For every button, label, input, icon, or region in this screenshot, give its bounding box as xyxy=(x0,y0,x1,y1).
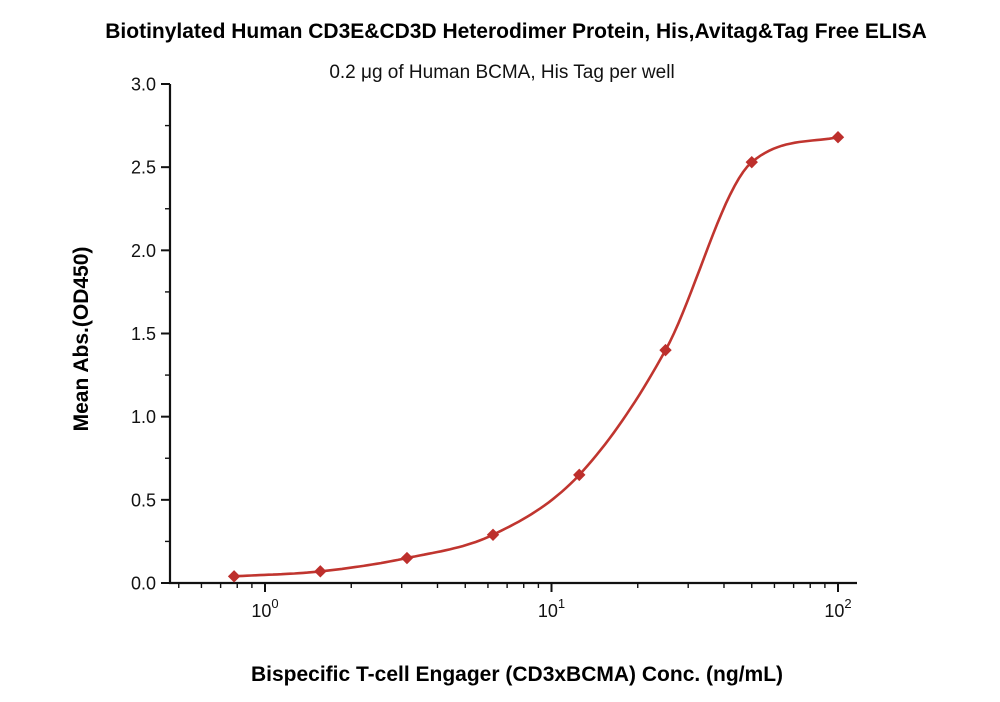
x-axis-label: Bispecific T-cell Engager (CD3xBCMA) Con… xyxy=(251,663,783,686)
y-tick-label: 2.0 xyxy=(131,241,156,261)
data-point-marker xyxy=(745,155,758,169)
y-tick-label: 0.0 xyxy=(131,574,156,594)
y-tick-label: 3.0 xyxy=(131,75,156,95)
y-tick-label: 1.0 xyxy=(131,407,156,427)
y-axis-label: Mean Abs.(OD450) xyxy=(70,247,93,432)
y-tick-label: 2.5 xyxy=(131,158,156,178)
fit-curve xyxy=(232,135,840,578)
y-tick-label: 0.5 xyxy=(131,490,156,510)
data-point-marker xyxy=(659,343,672,357)
data-point-marker xyxy=(831,131,845,144)
chart-subtitle: 0.2 μg of Human BCMA, His Tag per well xyxy=(329,62,674,83)
data-point-marker xyxy=(227,570,241,583)
x-tick-label: 101 xyxy=(538,596,565,621)
data-point-marker xyxy=(400,551,414,565)
x-tick-label: 102 xyxy=(824,596,851,621)
plot-area: 0.0 0.5 1.0 1.5 2.0 2.5 3.0 100 101 102 xyxy=(131,75,857,621)
x-tick-label: 100 xyxy=(251,596,278,621)
data-point-marker xyxy=(314,565,327,578)
y-tick-label: 1.5 xyxy=(131,324,156,344)
chart-title: Biotinylated Human CD3E&CD3D Heterodimer… xyxy=(105,20,926,43)
data-point-marker xyxy=(573,468,586,482)
data-point-marker xyxy=(486,528,500,541)
